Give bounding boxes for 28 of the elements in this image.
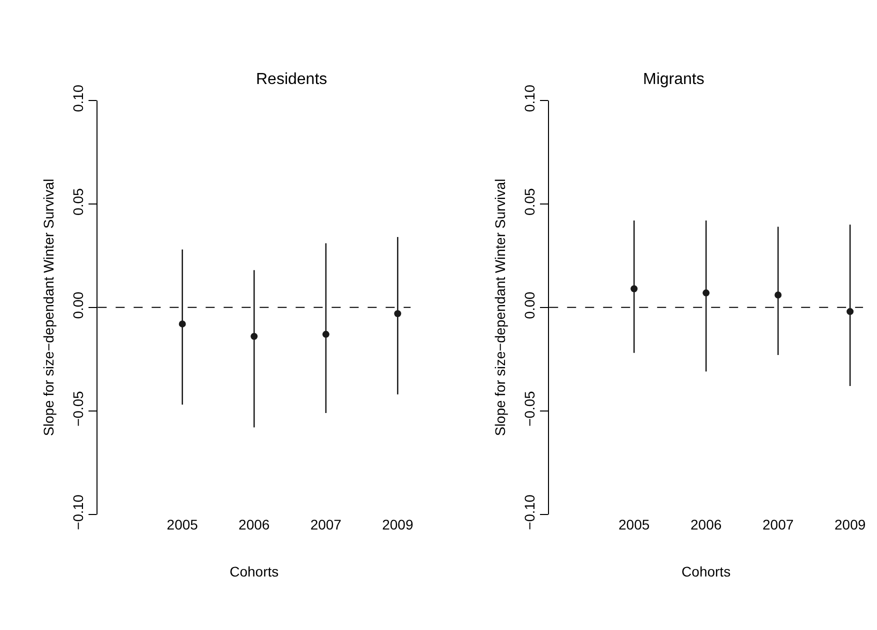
y-tick-label: 0.05 xyxy=(70,188,86,216)
chart-title: Migrants xyxy=(643,71,704,88)
x-tick-label: 2009 xyxy=(382,516,414,532)
y-tick-label: −0.10 xyxy=(522,494,538,530)
x-tick-label: 2009 xyxy=(834,516,866,532)
y-tick-label: 0.00 xyxy=(522,291,538,319)
y-axis-title: Slope for size−dependant Winter Survival xyxy=(40,178,57,436)
point xyxy=(322,330,330,338)
y-tick-label: −0.10 xyxy=(70,494,86,530)
x-tick-label: 2007 xyxy=(762,516,794,532)
y-axis-title: Slope for size−dependant Winter Survival xyxy=(492,178,508,436)
x-axis-title: Cohorts xyxy=(682,564,731,580)
point xyxy=(394,310,402,318)
point xyxy=(178,320,186,328)
y-tick-label: 0.10 xyxy=(522,84,538,112)
y-tick-label: 0.05 xyxy=(522,188,538,216)
y-tick-label: −0.05 xyxy=(522,390,538,426)
x-tick-label: 2007 xyxy=(310,516,342,532)
y-tick-label: −0.05 xyxy=(70,390,86,426)
x-tick-label: 2005 xyxy=(618,516,650,532)
x-tick-label: 2006 xyxy=(238,516,270,532)
point xyxy=(250,332,258,340)
chart-title: Residents xyxy=(256,71,328,88)
y-tick-label: 0.00 xyxy=(70,291,86,319)
x-tick-label: 2006 xyxy=(690,516,722,532)
y-tick-label: 0.10 xyxy=(70,84,86,112)
x-axis-title: Cohorts xyxy=(230,564,279,580)
x-tick-label: 2005 xyxy=(166,516,198,532)
